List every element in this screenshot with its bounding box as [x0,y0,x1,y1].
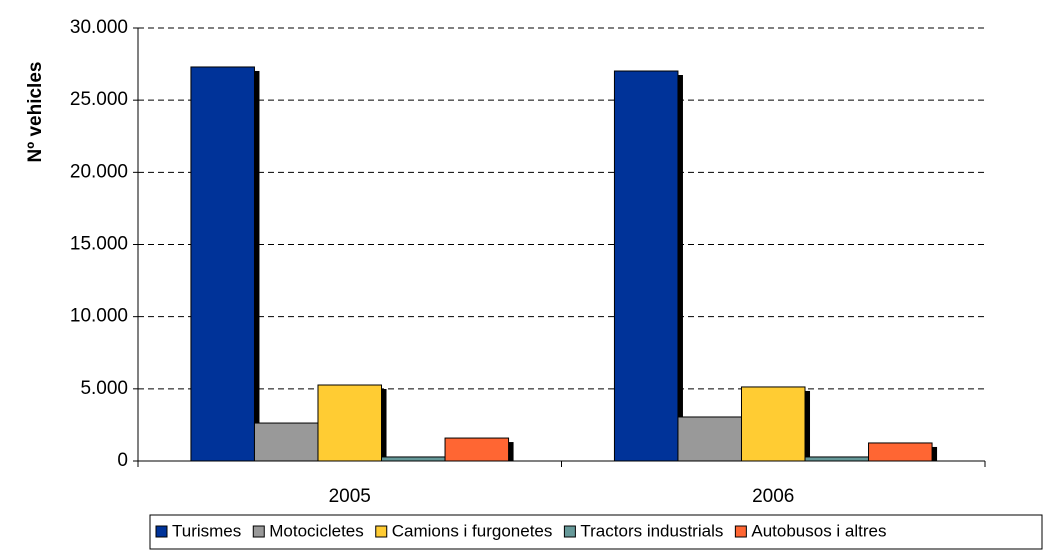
legend-swatch [155,525,168,538]
y-tick-label: 15.000 [70,234,128,255]
legend-swatch [375,525,388,538]
bar [253,422,319,462]
y-tick-label: 30.000 [70,17,128,38]
x-tick-label: 2006 [752,486,794,507]
legend-label: Turismes [172,521,241,540]
bar [381,456,446,462]
y-tick-label: 10.000 [70,306,128,327]
bar [190,66,255,462]
legend-swatch [252,525,265,538]
bar [613,70,679,462]
bar [677,416,742,462]
legend-swatch [734,525,747,538]
legend-box [149,514,1043,550]
x-tick-label: 2005 [329,486,371,507]
y-tick-label: 5.000 [80,378,128,399]
legend-swatch [563,525,576,538]
legend-label: Tractors industrials [580,521,723,540]
bar [804,456,870,462]
legend-label: Motocicletes [269,521,363,540]
y-tick-label: 25.000 [70,89,128,110]
bar [317,384,383,462]
legend-label: Camions i furgonetes [392,521,553,540]
y-axis-label: Nº vehicles [25,62,46,163]
y-tick-label: 20.000 [70,161,128,182]
y-tick-label: 0 [117,450,128,471]
legend-label: Autobusos i altres [751,521,886,540]
bar [868,442,933,462]
bar [740,386,806,462]
bar [444,437,510,462]
